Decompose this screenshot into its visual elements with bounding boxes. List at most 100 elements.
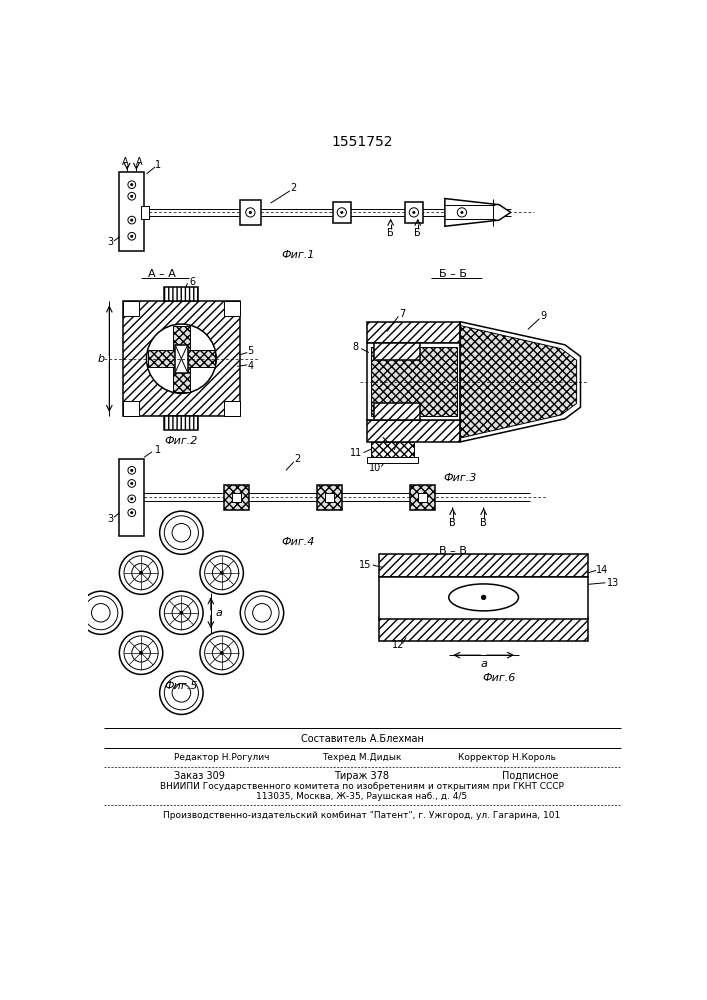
Circle shape bbox=[124, 556, 158, 590]
Circle shape bbox=[79, 591, 122, 634]
Bar bbox=[379, 618, 588, 641]
Circle shape bbox=[252, 604, 271, 622]
Circle shape bbox=[128, 480, 136, 487]
Circle shape bbox=[160, 671, 203, 714]
Text: 2: 2 bbox=[295, 454, 300, 464]
Circle shape bbox=[246, 208, 255, 217]
Circle shape bbox=[160, 511, 203, 554]
Circle shape bbox=[337, 208, 346, 217]
Text: Заказ 309: Заказ 309 bbox=[174, 771, 225, 781]
Text: 3: 3 bbox=[107, 514, 113, 524]
Text: Фиг.1: Фиг.1 bbox=[281, 250, 315, 260]
Text: 4: 4 bbox=[247, 361, 253, 371]
Polygon shape bbox=[460, 322, 580, 442]
Bar bbox=[123, 301, 240, 416]
Text: Фиг.3: Фиг.3 bbox=[444, 473, 477, 483]
Bar bbox=[123, 401, 139, 416]
Text: Редактор Н.Рогулич: Редактор Н.Рогулич bbox=[174, 753, 269, 762]
Text: Подписное: Подписное bbox=[502, 771, 559, 781]
Circle shape bbox=[212, 644, 231, 662]
Text: 5: 5 bbox=[247, 346, 254, 356]
Circle shape bbox=[128, 232, 136, 240]
Bar bbox=[332, 202, 351, 223]
Text: Производственно-издательский комбинат "Патент", г. Ужгород, ул. Гагарина, 101: Производственно-издательский комбинат "П… bbox=[163, 811, 561, 820]
Bar bbox=[224, 401, 240, 416]
Bar bbox=[368, 420, 460, 442]
Circle shape bbox=[172, 604, 191, 622]
Circle shape bbox=[212, 564, 231, 582]
Text: 15: 15 bbox=[359, 560, 371, 570]
Bar bbox=[123, 301, 139, 316]
Text: 2: 2 bbox=[291, 183, 297, 193]
Text: a: a bbox=[215, 608, 222, 618]
Circle shape bbox=[409, 208, 419, 217]
Text: 6: 6 bbox=[189, 277, 195, 287]
Text: А – А: А – А bbox=[148, 269, 176, 279]
Circle shape bbox=[128, 495, 136, 503]
Circle shape bbox=[131, 235, 133, 237]
Polygon shape bbox=[445, 199, 510, 226]
Bar bbox=[317, 485, 341, 510]
Circle shape bbox=[131, 512, 133, 514]
Text: 1: 1 bbox=[155, 445, 161, 455]
Bar bbox=[232, 493, 241, 502]
Text: Б – Б: Б – Б bbox=[438, 269, 467, 279]
Circle shape bbox=[200, 551, 243, 594]
Circle shape bbox=[200, 631, 243, 674]
Text: b: b bbox=[98, 354, 105, 364]
Text: Фиг.6: Фиг.6 bbox=[482, 673, 516, 683]
Circle shape bbox=[204, 556, 239, 590]
Text: 9: 9 bbox=[540, 311, 547, 321]
Circle shape bbox=[119, 631, 163, 674]
Circle shape bbox=[457, 208, 467, 217]
Circle shape bbox=[128, 216, 136, 224]
Text: Тираж 378: Тираж 378 bbox=[334, 771, 390, 781]
Circle shape bbox=[240, 591, 284, 634]
Bar bbox=[173, 326, 190, 392]
Circle shape bbox=[128, 181, 136, 189]
Circle shape bbox=[146, 324, 216, 393]
Polygon shape bbox=[460, 326, 577, 438]
Circle shape bbox=[413, 211, 415, 214]
Circle shape bbox=[172, 684, 191, 702]
Circle shape bbox=[131, 482, 133, 485]
Circle shape bbox=[131, 219, 133, 221]
Text: 1: 1 bbox=[155, 160, 161, 170]
Ellipse shape bbox=[449, 584, 518, 611]
Bar bbox=[418, 493, 427, 502]
Bar bbox=[368, 457, 418, 463]
Circle shape bbox=[83, 596, 118, 630]
Text: А: А bbox=[122, 157, 128, 167]
Text: 14: 14 bbox=[596, 565, 608, 575]
Text: Фиг.4: Фиг.4 bbox=[281, 537, 315, 547]
Circle shape bbox=[131, 498, 133, 500]
Text: 11: 11 bbox=[350, 448, 362, 458]
Bar bbox=[379, 554, 588, 577]
Circle shape bbox=[128, 509, 136, 517]
Bar bbox=[224, 485, 249, 510]
Circle shape bbox=[131, 184, 133, 186]
Circle shape bbox=[131, 195, 133, 197]
Text: 13: 13 bbox=[607, 578, 619, 588]
Circle shape bbox=[160, 591, 203, 634]
Bar bbox=[325, 493, 334, 502]
Circle shape bbox=[128, 192, 136, 200]
Text: А: А bbox=[136, 157, 142, 167]
Circle shape bbox=[204, 636, 239, 670]
Bar bbox=[368, 343, 460, 420]
Text: 3: 3 bbox=[107, 237, 113, 247]
Text: Б: Б bbox=[414, 228, 421, 238]
Text: Фиг.5: Фиг.5 bbox=[165, 681, 198, 691]
Circle shape bbox=[132, 564, 151, 582]
Bar bbox=[371, 442, 414, 457]
Circle shape bbox=[481, 595, 486, 600]
Text: Составитель А.Блехман: Составитель А.Блехман bbox=[300, 734, 423, 744]
Text: 12: 12 bbox=[392, 640, 404, 650]
Text: Техред М.Дидык: Техред М.Дидык bbox=[322, 753, 402, 762]
Bar bbox=[371, 347, 457, 416]
Circle shape bbox=[180, 611, 183, 614]
Circle shape bbox=[164, 676, 199, 710]
Bar bbox=[379, 577, 588, 619]
Circle shape bbox=[220, 651, 223, 654]
Circle shape bbox=[131, 469, 133, 472]
